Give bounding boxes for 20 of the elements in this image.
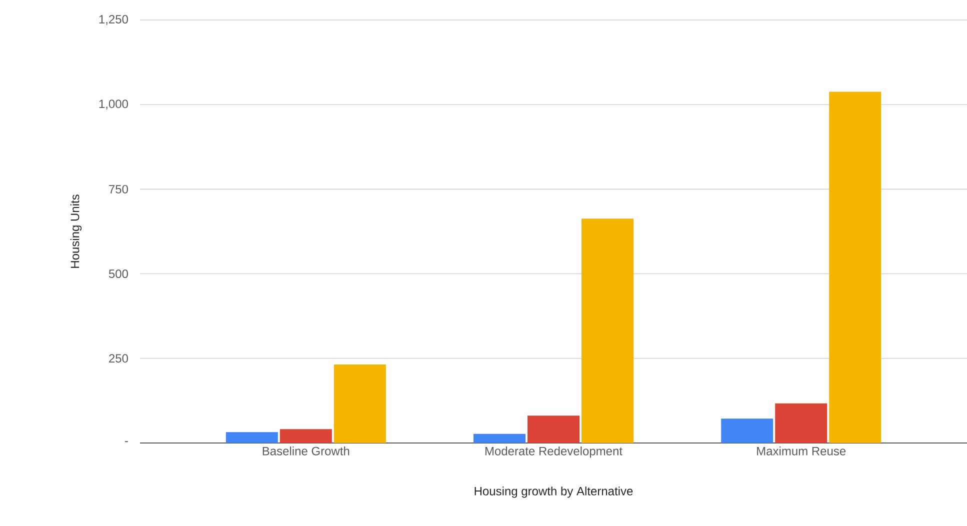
y-tick-label: 750 <box>109 184 128 194</box>
x-tick-label: Maximum Reuse <box>757 446 846 456</box>
y-axis-title: Housing Units <box>70 194 82 268</box>
bar <box>226 432 278 443</box>
bar <box>582 218 634 443</box>
bar <box>474 434 526 443</box>
bar <box>829 92 882 443</box>
y-tick-label: 250 <box>109 354 128 363</box>
bar <box>528 416 580 443</box>
x-axis-title: Housing growth by Alternative <box>474 486 633 498</box>
bar <box>280 429 332 443</box>
x-tick-label: Moderate Redevelopment <box>485 446 622 458</box>
y-tick-label: 1,250 <box>99 15 128 25</box>
y-tick-label: 500 <box>108 270 128 278</box>
y-tick-label: 1,000 <box>99 100 128 110</box>
bar <box>334 364 386 443</box>
x-tick-label: Baseline Growth <box>262 446 350 456</box>
bar <box>721 418 774 443</box>
y-tick-label: - <box>125 441 128 442</box>
bar <box>775 403 828 443</box>
